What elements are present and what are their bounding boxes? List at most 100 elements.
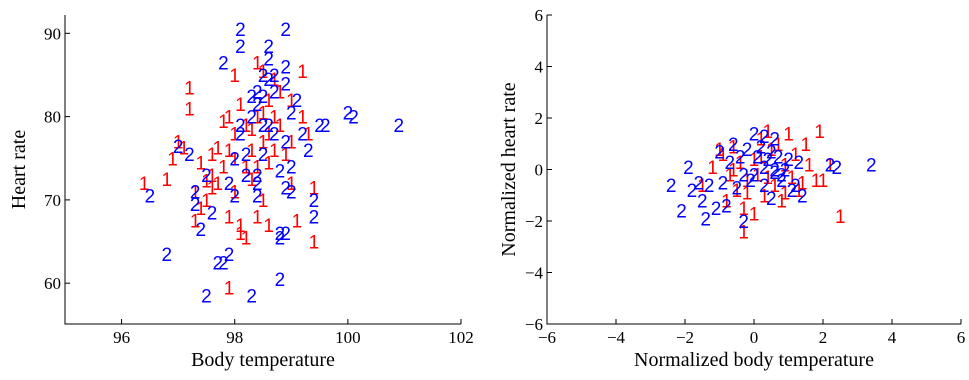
data-point-class-2: 2 — [280, 20, 291, 41]
data-point-class-1: 1 — [263, 153, 274, 174]
data-point-class-2: 2 — [235, 124, 246, 145]
x-tick-label: 6 — [957, 328, 966, 347]
data-point-class-1: 1 — [773, 135, 784, 156]
data-point-class-1: 1 — [825, 155, 836, 176]
y-axis-title: Heart rate — [8, 130, 30, 210]
data-point-class-1: 1 — [783, 124, 794, 145]
data-point-class-1: 1 — [790, 145, 801, 166]
data-point-class-2: 2 — [145, 187, 156, 208]
data-point-class-2: 2 — [309, 191, 320, 212]
data-point-class-1: 1 — [697, 176, 708, 197]
data-point-class-1: 1 — [252, 158, 263, 179]
data-point-class-2: 2 — [297, 124, 308, 145]
x-tick-label: −4 — [607, 328, 626, 347]
data-point-class-1: 1 — [787, 168, 798, 189]
data-point-class-2: 2 — [275, 270, 286, 291]
data-point-class-2: 2 — [258, 87, 269, 108]
x-tick-label: 4 — [888, 328, 897, 347]
data-point-class-2: 2 — [676, 202, 687, 223]
data-point-class-1: 1 — [195, 199, 206, 220]
data-point-class-2: 2 — [742, 140, 753, 161]
data-point-class-1: 1 — [309, 233, 320, 254]
data-point-class-2: 2 — [269, 66, 280, 87]
data-point-class-1: 1 — [246, 120, 257, 141]
data-point-class-2: 2 — [269, 124, 280, 145]
data-point-class-2: 2 — [184, 145, 195, 166]
data-point-class-1: 1 — [241, 158, 252, 179]
data-point-class-2: 2 — [207, 203, 218, 224]
x-tick-label: 2 — [819, 328, 828, 347]
x-tick-label: 96 — [113, 328, 130, 347]
data-point-class-2: 2 — [763, 150, 774, 171]
data-point-class-1: 1 — [811, 171, 822, 192]
data-point-class-1: 1 — [718, 145, 729, 166]
data-point-class-1: 1 — [229, 149, 240, 170]
y-tick-label: 70 — [44, 191, 61, 210]
data-point-class-2: 2 — [314, 116, 325, 137]
data-point-class-2: 2 — [769, 161, 780, 182]
data-point-class-2: 2 — [773, 148, 784, 169]
data-point-class-2: 2 — [269, 83, 280, 104]
data-point-class-2: 2 — [721, 197, 732, 218]
data-point-class-1: 1 — [246, 170, 257, 191]
data-point-class-1: 1 — [763, 122, 774, 143]
data-point-class-1: 1 — [297, 62, 308, 83]
y-tick-label: 0 — [535, 161, 544, 180]
data-point-class-1: 1 — [207, 145, 218, 166]
data-point-class-1: 1 — [800, 135, 811, 156]
data-point-class-1: 1 — [728, 137, 739, 158]
data-point-class-1: 1 — [224, 108, 235, 129]
data-point-class-2: 2 — [252, 187, 263, 208]
data-point-class-1: 1 — [756, 148, 767, 169]
data-point-class-2: 2 — [286, 103, 297, 124]
data-point-class-2: 2 — [280, 74, 291, 95]
data-point-class-2: 2 — [201, 287, 212, 308]
data-point-class-2: 2 — [697, 191, 708, 212]
data-point-class-1: 1 — [241, 116, 252, 137]
data-point-class-2: 2 — [825, 155, 836, 176]
data-point-class-2: 2 — [738, 166, 749, 187]
data-point-class-2: 2 — [769, 130, 780, 151]
data-point-class-1: 1 — [241, 228, 252, 249]
data-point-class-2: 2 — [749, 124, 760, 145]
x-tick-label: 98 — [226, 328, 243, 347]
data-point-class-1: 1 — [179, 138, 190, 159]
x-tick-label: 100 — [335, 328, 361, 347]
data-point-class-1: 1 — [207, 166, 218, 187]
data-point-class-1: 1 — [818, 171, 829, 192]
data-point-class-2: 2 — [263, 37, 274, 58]
data-point-class-2: 2 — [263, 116, 274, 137]
y-tick-label: 60 — [44, 274, 61, 293]
data-point-class-1: 1 — [738, 222, 749, 243]
data-point-class-2: 2 — [195, 220, 206, 241]
x-tick-label: 0 — [750, 328, 759, 347]
raw-scatter-plot: 96 98 100 102 60 70 80 90 Body temperature Heart … — [8, 15, 474, 371]
data-point-class-1: 1 — [258, 103, 269, 124]
data-point-class-2: 2 — [246, 287, 257, 308]
data-point-class-2: 2 — [303, 141, 314, 162]
data-point-class-2: 2 — [258, 145, 269, 166]
data-point-class-1: 1 — [190, 183, 201, 204]
data-point-class-1: 1 — [252, 208, 263, 229]
data-point-class-2: 2 — [224, 174, 235, 195]
x-tick-label: 102 — [448, 328, 474, 347]
data-point-class-2: 2 — [683, 158, 694, 179]
data-point-class-1: 1 — [766, 140, 777, 161]
data-point-class-2: 2 — [776, 171, 787, 192]
data-point-class-1: 1 — [714, 140, 725, 161]
data-point-class-1: 1 — [224, 278, 235, 299]
data-point-class-1: 1 — [224, 208, 235, 229]
data-point-class-2: 2 — [700, 209, 711, 230]
data-point-class-2: 2 — [224, 245, 235, 266]
data-point-class-2: 2 — [201, 166, 212, 187]
data-point-class-1: 1 — [269, 108, 280, 129]
data-point-class-2: 2 — [292, 91, 303, 112]
data-point-class-1: 1 — [297, 108, 308, 129]
data-point-class-2: 2 — [235, 37, 246, 58]
data-point-class-1: 1 — [780, 184, 791, 205]
data-point-class-1: 1 — [275, 116, 286, 137]
data-point-class-2: 2 — [687, 181, 698, 202]
data-point-class-1: 1 — [731, 181, 742, 202]
data-point-class-2: 2 — [235, 20, 246, 41]
